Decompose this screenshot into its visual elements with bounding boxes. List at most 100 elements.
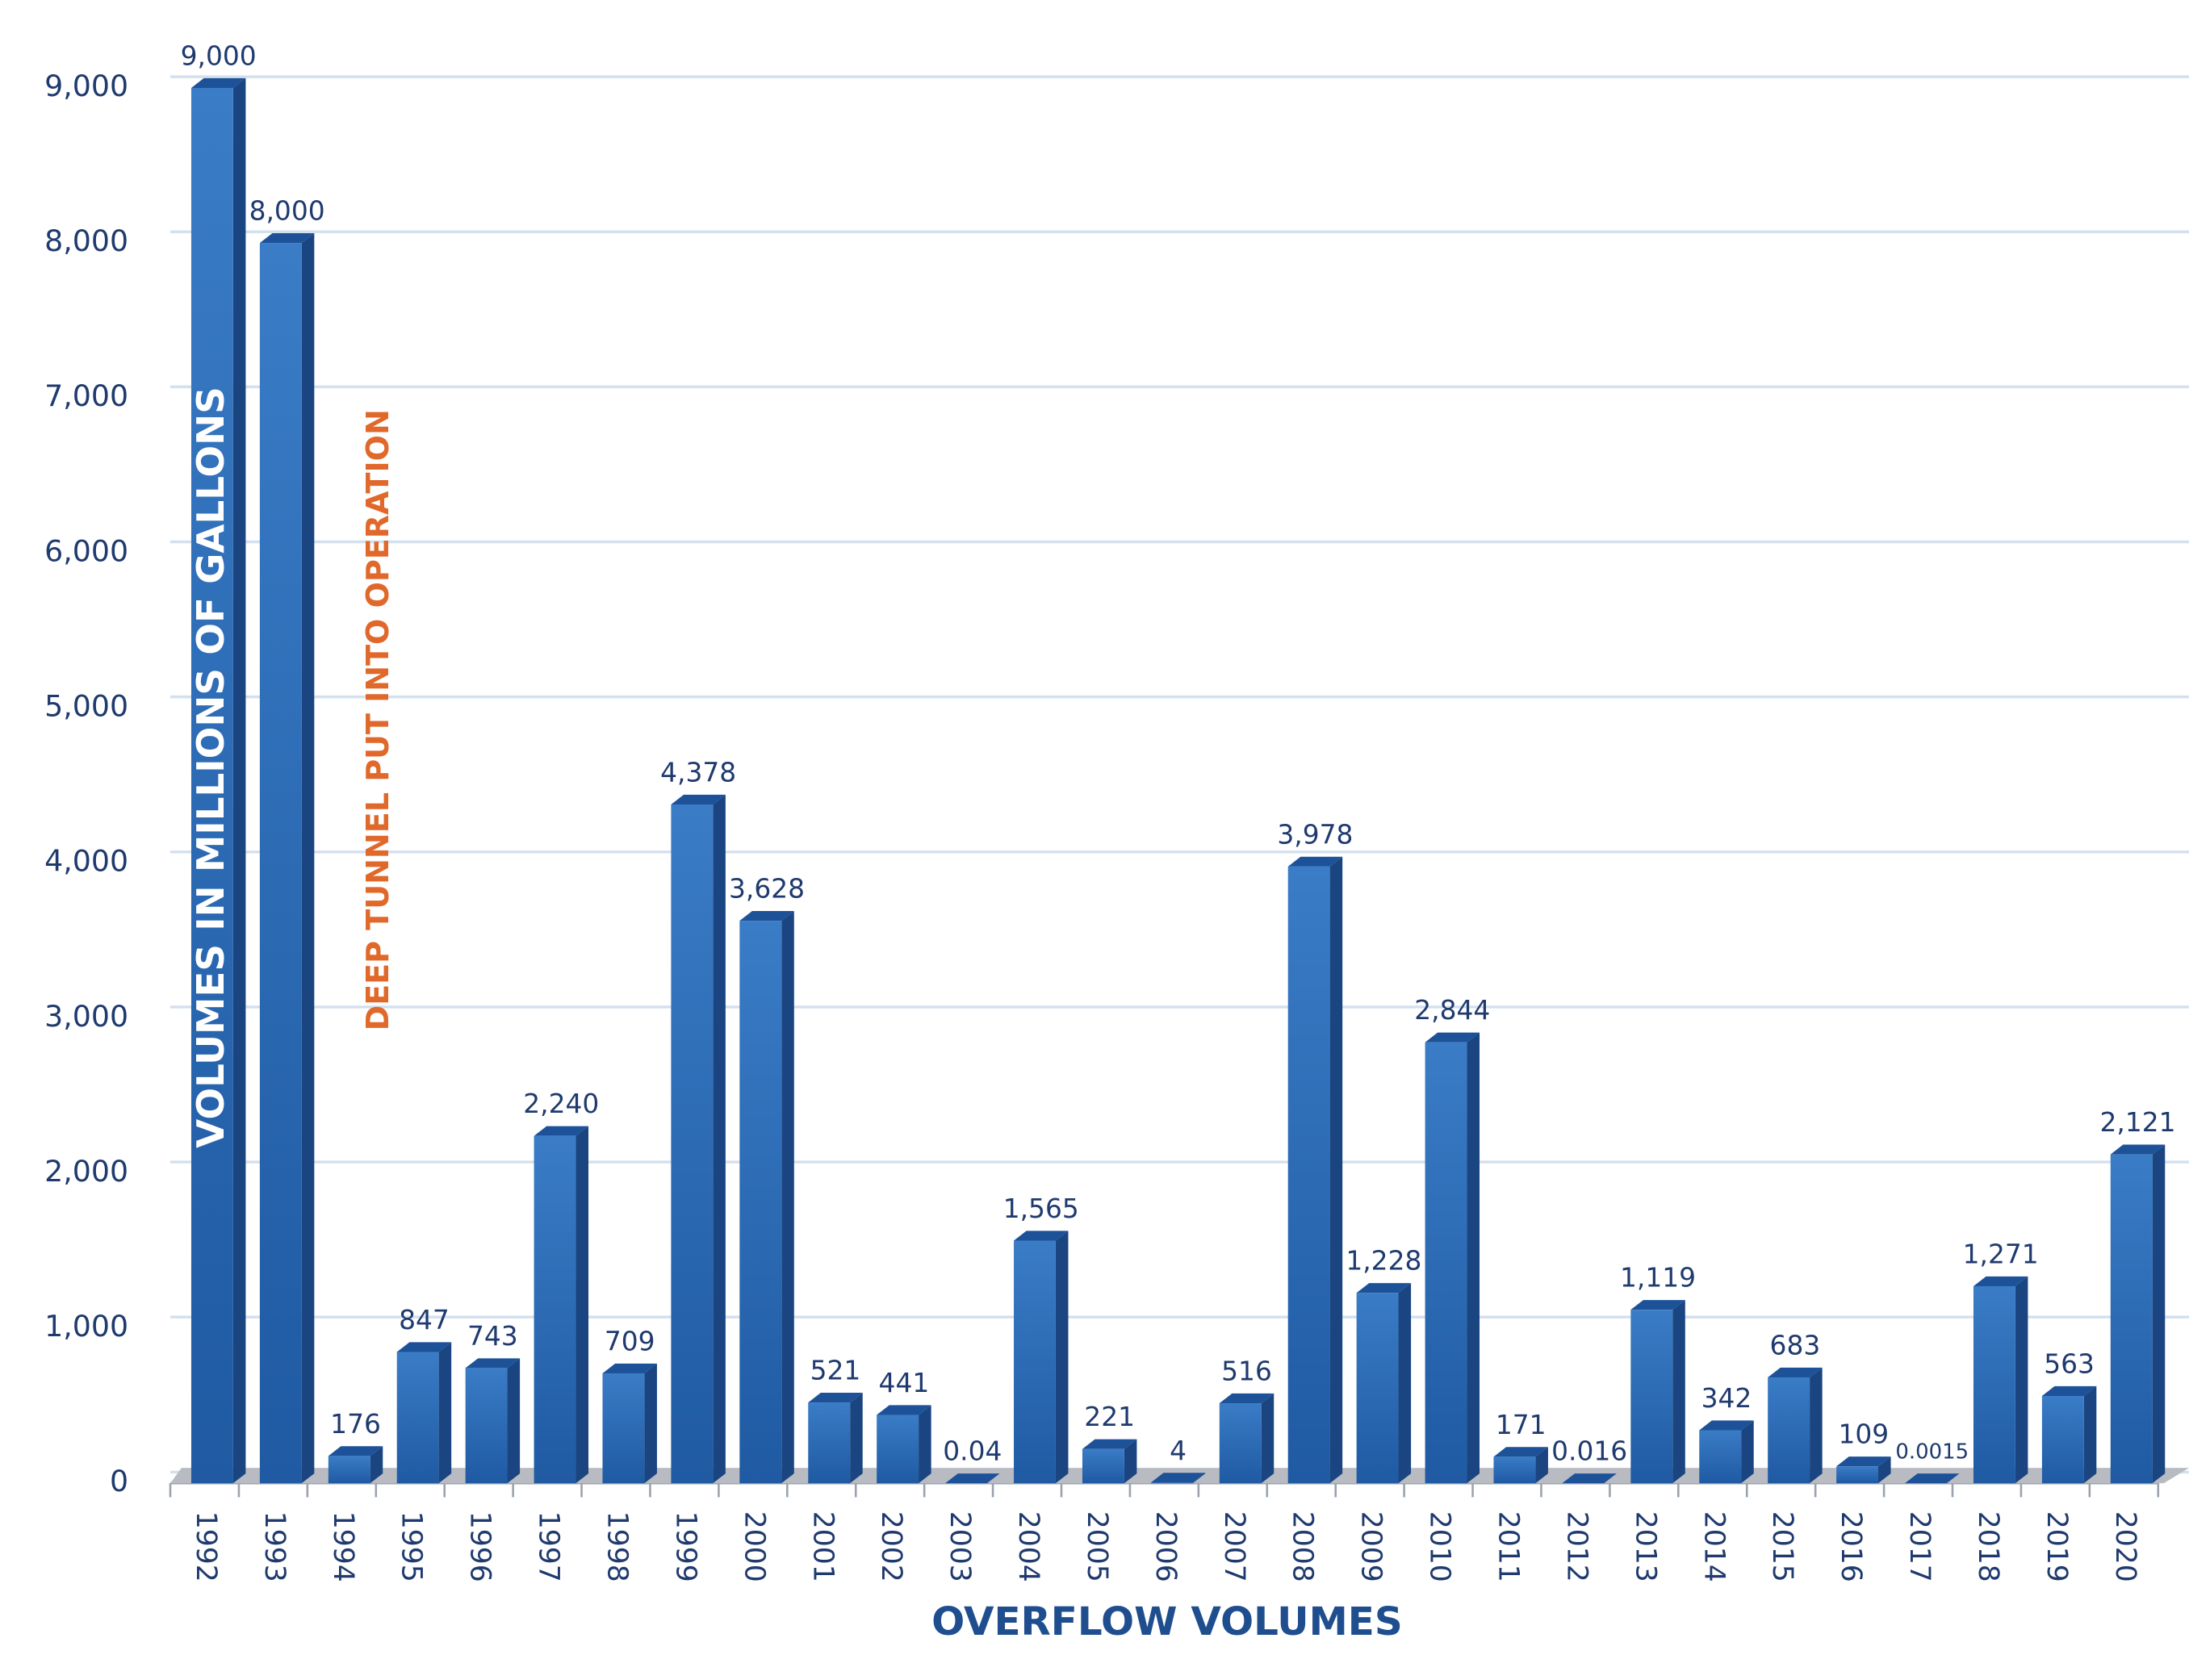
x-tick-label: 2020	[2109, 1511, 2141, 1582]
x-tick-label: 2004	[1012, 1511, 1044, 1582]
x-tick-label: 1994	[327, 1511, 359, 1582]
bar-side	[301, 232, 315, 1484]
bar-top	[1356, 1283, 1412, 1293]
x-tick-label: 2016	[1835, 1511, 1867, 1582]
x-axis-title: OVERFLOW VOLUMES	[931, 1599, 1403, 1644]
bar-side	[1329, 856, 1343, 1484]
bar	[1493, 1456, 1536, 1484]
x-tick-label: 2009	[1355, 1511, 1387, 1582]
bar-side	[1124, 1439, 1137, 1484]
bar-top	[1905, 1473, 1960, 1484]
bar-side	[986, 1473, 1000, 1484]
bar	[1836, 1466, 1878, 1484]
value-label: 3,978	[1277, 819, 1353, 850]
x-tick-label: 1998	[601, 1511, 634, 1582]
bar-top	[1630, 1300, 1685, 1310]
bar-top	[259, 232, 315, 244]
bar	[396, 1352, 439, 1484]
bar-top	[602, 1363, 657, 1373]
bar-side	[1810, 1367, 1823, 1484]
bar-top	[1219, 1393, 1274, 1404]
x-tick-label: 1993	[258, 1511, 291, 1582]
value-label: 221	[1084, 1402, 1135, 1432]
bar-side	[850, 1392, 863, 1484]
bar-top	[465, 1358, 521, 1369]
value-label: 709	[605, 1326, 655, 1356]
bar	[1287, 866, 1330, 1484]
x-tick-label: 1995	[396, 1511, 428, 1582]
bar	[808, 1402, 851, 1484]
y-tick-label: 2,000	[44, 1154, 128, 1189]
bar-top	[2110, 1144, 2166, 1155]
bar-side	[713, 794, 726, 1484]
x-tick-label: 2005	[1081, 1511, 1113, 1582]
x-tick-label: 2012	[1560, 1511, 1593, 1582]
bar-top	[1493, 1447, 1548, 1457]
bar-top	[396, 1342, 452, 1352]
value-label: 0.016	[1551, 1436, 1627, 1467]
bar-side	[507, 1358, 521, 1484]
y-tick-label: 0	[110, 1464, 128, 1498]
bar-top	[1836, 1456, 1891, 1467]
grid: 0 1,000 2,000 3,000 4,000 5,000 6,000 7,000 8,00…	[44, 69, 2189, 1582]
x-tick-label: 1999	[669, 1511, 701, 1582]
bar-top	[1699, 1420, 1754, 1431]
bar-top	[2041, 1385, 2097, 1397]
value-label: 521	[810, 1356, 861, 1386]
bar	[1973, 1285, 2015, 1484]
bar-side	[1398, 1283, 1412, 1484]
bar-top	[1150, 1473, 1206, 1483]
bar-side	[919, 1405, 931, 1484]
bar-side	[1261, 1393, 1274, 1484]
x-tick-label: 2018	[1972, 1511, 2004, 1582]
bar	[2110, 1154, 2153, 1484]
y-tick-label: 9,000	[44, 69, 128, 103]
x-tick-label: 1996	[464, 1511, 496, 1582]
bar-top	[877, 1405, 931, 1415]
value-label: 0.04	[943, 1436, 1002, 1467]
bar-top	[1082, 1439, 1137, 1449]
value-label: 2,240	[523, 1089, 599, 1119]
x-tick-label: 2002	[875, 1511, 907, 1582]
bar-top	[534, 1126, 589, 1136]
value-label: 4,378	[660, 757, 736, 788]
bar-side	[781, 910, 794, 1484]
bar-side	[644, 1363, 657, 1484]
x-tick-label: 2000	[738, 1511, 770, 1582]
bar	[534, 1135, 576, 1484]
value-label: 0.0015	[1895, 1440, 1969, 1465]
x-tick-label: 2010	[1424, 1511, 1456, 1582]
value-label: 563	[2044, 1348, 2095, 1379]
value-label: 1,119	[1620, 1263, 1696, 1293]
value-label: 683	[1770, 1330, 1821, 1360]
bar	[465, 1368, 508, 1484]
x-tick-label: 2008	[1287, 1511, 1319, 1582]
y-axis-title: VOLUMES IN MILLIONS OF GALLONS	[190, 387, 233, 1148]
bar-side	[1055, 1231, 1069, 1484]
bar-side	[2083, 1385, 2097, 1484]
y-tick-label: 7,000	[44, 378, 128, 413]
bar-top	[808, 1392, 863, 1403]
x-tick-label: 2013	[1629, 1511, 1661, 1582]
bar	[1014, 1240, 1056, 1484]
value-label: 2,121	[2100, 1107, 2176, 1138]
bar	[602, 1373, 645, 1484]
y-tick-label: 3,000	[44, 999, 128, 1034]
bar-side	[232, 77, 246, 1484]
value-label: 176	[330, 1409, 381, 1440]
bar-top	[671, 794, 726, 805]
value-label: 3,628	[729, 874, 805, 905]
bar	[190, 87, 233, 1484]
x-tick-label: 2003	[944, 1511, 976, 1582]
value-label: 9,000	[181, 40, 257, 71]
x-tick-label: 1997	[533, 1511, 565, 1582]
x-tick-label: 2006	[1149, 1511, 1182, 1582]
bar-side	[576, 1126, 589, 1484]
bar	[328, 1456, 370, 1484]
bar-top	[1425, 1032, 1480, 1043]
bar-top	[1287, 856, 1343, 867]
bar	[739, 921, 782, 1484]
bar-top	[945, 1473, 1000, 1484]
bar-side	[1467, 1032, 1480, 1484]
